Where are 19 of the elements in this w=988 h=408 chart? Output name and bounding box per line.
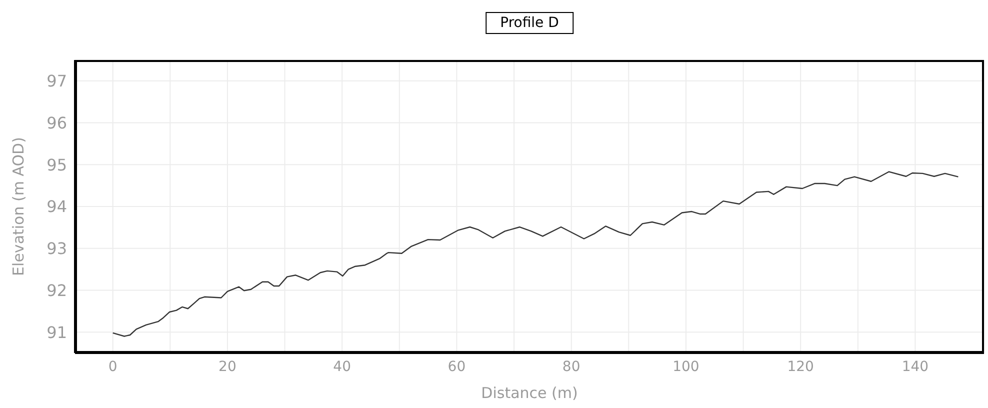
x-tick-label: 40 xyxy=(333,358,351,375)
x-tick-label: 0 xyxy=(108,358,118,375)
y-tick-label: 97 xyxy=(46,72,67,91)
y-tick-label: 91 xyxy=(46,322,67,342)
line-series xyxy=(112,171,959,337)
x-tick-label: 80 xyxy=(562,358,580,375)
y-axis-title: Elevation (m AOD) xyxy=(9,137,28,276)
x-tick-label: 100 xyxy=(672,358,700,375)
x-tick-label: 20 xyxy=(218,358,236,375)
y-tick-label: 95 xyxy=(46,155,67,174)
y-tick-label: 96 xyxy=(46,113,67,132)
y-tick-label: 93 xyxy=(46,239,67,258)
y-tick-label: 94 xyxy=(46,197,67,216)
y-tick-label: 92 xyxy=(46,280,67,300)
x-tick-label: 60 xyxy=(448,358,466,375)
x-tick-label: 140 xyxy=(902,358,929,375)
chart-title: Profile D xyxy=(485,12,574,34)
x-tick-label: 120 xyxy=(787,358,814,375)
x-axis-title: Distance (m) xyxy=(481,384,578,402)
